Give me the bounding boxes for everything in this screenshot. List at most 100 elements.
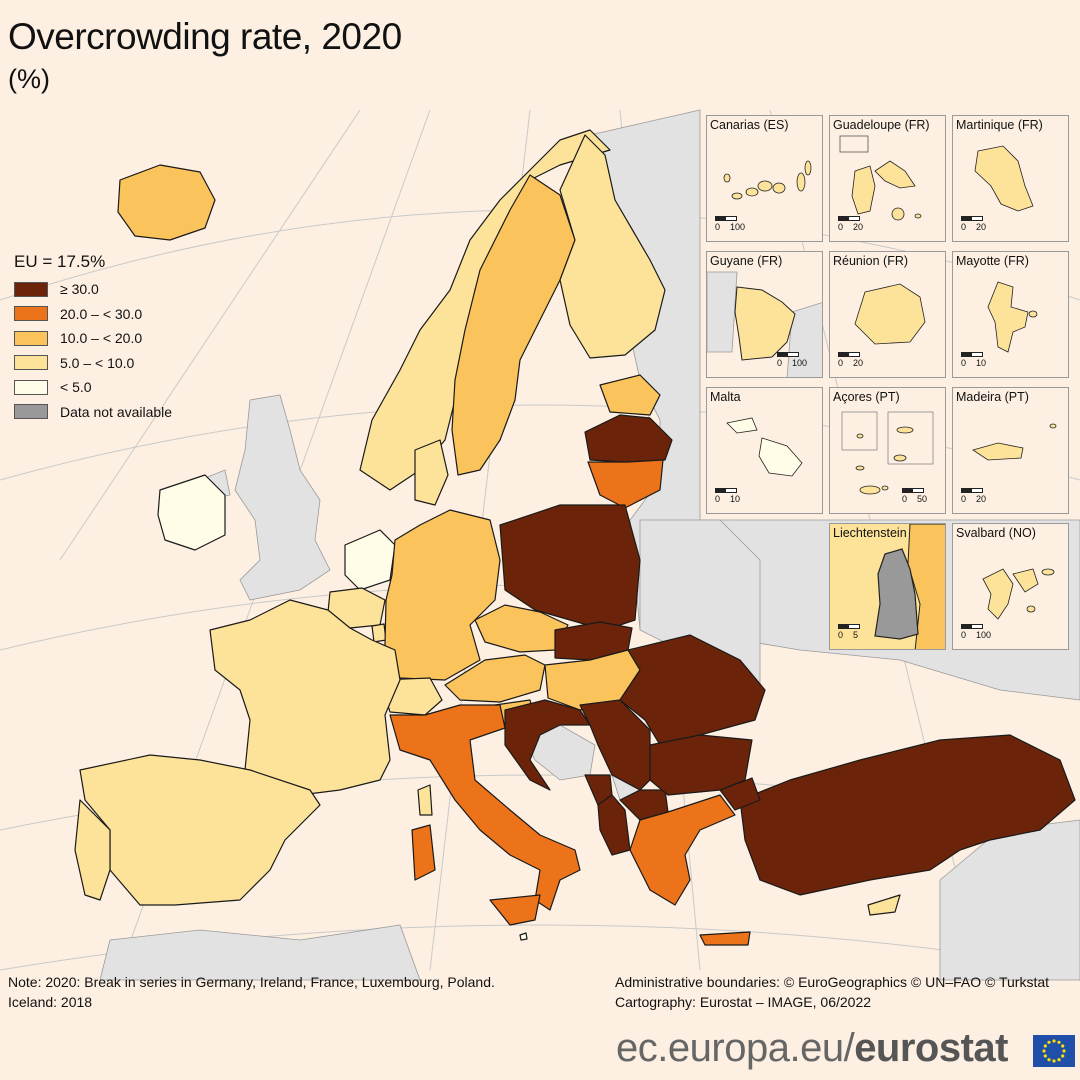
region-iceland xyxy=(117,164,216,241)
region-sweden xyxy=(451,174,576,476)
legend-label: ≥ 30.0 xyxy=(60,281,99,298)
region-turkey-thrace xyxy=(719,777,761,811)
region-cyprus xyxy=(867,894,901,916)
scale-bar: 0 20 xyxy=(838,352,863,368)
region-turkey xyxy=(739,734,1076,896)
region-portugal xyxy=(74,799,111,901)
region-norway xyxy=(359,129,611,491)
note-line: Iceland: 2018 xyxy=(8,994,93,1010)
inset-map xyxy=(707,271,822,377)
inset-map xyxy=(972,423,1057,461)
countries xyxy=(74,129,1076,946)
eu-flag-icon xyxy=(1033,1035,1075,1067)
region-italy xyxy=(389,704,581,911)
scale-bar: 0 20 xyxy=(961,216,986,232)
inset-map xyxy=(841,411,934,495)
region-estonia xyxy=(599,374,661,416)
region-sicily xyxy=(489,894,541,926)
legend-swatch xyxy=(14,330,48,346)
inset-label: Açores (PT) xyxy=(833,390,900,404)
legend-label: Data not available xyxy=(60,403,173,420)
inset-map xyxy=(830,524,945,649)
legend-label: 20.0 – < 30.0 xyxy=(60,305,143,322)
scale-bar: 0 50 xyxy=(902,488,927,504)
inset-map xyxy=(854,283,926,345)
inset-label: Svalbard (NO) xyxy=(956,526,1036,540)
brand-domain: ec.europa.eu/ xyxy=(616,1026,855,1070)
inset-label: Malta xyxy=(710,390,741,404)
inset-svalbard: Svalbard (NO) 0 100 xyxy=(952,523,1069,650)
inset-map xyxy=(982,568,1055,620)
inset-guadeloupe: Guadeloupe (FR) 0 20 xyxy=(829,115,946,242)
note-line: Note: 2020: Break in series in Germany, … xyxy=(8,974,495,990)
scale-bar: 0 20 xyxy=(961,488,986,504)
inset-madeira: Madeira (PT) 0 20 xyxy=(952,387,1069,514)
legend-item: Data not available xyxy=(14,400,172,425)
inset-malta: Malta 0 10 xyxy=(706,387,823,514)
region-north-macedonia xyxy=(619,789,669,821)
legend-swatch xyxy=(14,306,48,322)
inset-reunion: Réunion (FR) 0 20 xyxy=(829,251,946,378)
scale-bar: 0 5 xyxy=(838,624,860,640)
north-africa-region xyxy=(99,924,421,981)
region-corsica xyxy=(417,784,433,816)
inset-map xyxy=(839,135,922,221)
region-netherlands xyxy=(344,529,396,591)
legend-swatch xyxy=(14,355,48,371)
region-crete xyxy=(699,931,751,946)
region-greece xyxy=(629,794,736,906)
inset-mayotte: Mayotte (FR) 0 10 xyxy=(952,251,1069,378)
legend-title: EU = 17.5% xyxy=(14,252,106,271)
scale-bar: 0 100 xyxy=(715,216,745,232)
credits: Administrative boundaries: © EuroGeograp… xyxy=(615,972,1049,1012)
region-france xyxy=(209,599,401,796)
region-finland xyxy=(559,134,666,359)
inset-map xyxy=(987,281,1038,353)
region-croatia xyxy=(504,699,591,791)
map-title: Overcrowding rate, 2020 xyxy=(8,16,402,57)
inset-map xyxy=(723,160,812,200)
legend-item: 20.0 – < 30.0 xyxy=(14,302,172,327)
legend-label: < 5.0 xyxy=(60,379,92,396)
legend-label: 5.0 – < 10.0 xyxy=(60,354,135,371)
scale-bar: 0 10 xyxy=(715,488,740,504)
region-poland xyxy=(499,504,641,631)
legend-item: 10.0 – < 20.0 xyxy=(14,326,172,351)
region-ireland xyxy=(157,474,226,551)
credits-line: Administrative boundaries: © EuroGeograp… xyxy=(615,974,1050,990)
legend-item: 5.0 – < 10.0 xyxy=(14,351,172,376)
region-latvia xyxy=(584,414,673,463)
inset-label: Guadeloupe (FR) xyxy=(833,118,930,132)
legend: EU = 17.5% ≥ 30.0 20.0 – < 30.0 10.0 – <… xyxy=(14,252,172,424)
inset-acores: Açores (PT) 0 50 xyxy=(829,387,946,514)
scale-bar: 0 10 xyxy=(961,352,986,368)
region-lithuania xyxy=(587,459,664,509)
scale-bar: 0 20 xyxy=(838,216,863,232)
inset-canarias: Canarias (ES) 0 100 xyxy=(706,115,823,242)
eurostat-brand[interactable]: ec.europa.eu/eurostat xyxy=(616,1028,1008,1068)
inset-guyane: Guyane (FR) 0 100 xyxy=(706,251,823,378)
scale-bar: 0 100 xyxy=(961,624,991,640)
legend-swatch xyxy=(14,379,48,395)
inset-label: Liechtenstein xyxy=(833,526,907,540)
inset-label: Canarias (ES) xyxy=(710,118,789,132)
inset-label: Martinique (FR) xyxy=(956,118,1043,132)
footnote: Note: 2020: Break in series in Germany, … xyxy=(8,972,495,1012)
brand-name: eurostat xyxy=(854,1026,1008,1070)
region-luxembourg xyxy=(371,623,387,643)
legend-swatch xyxy=(14,281,48,297)
inset-label: Réunion (FR) xyxy=(833,254,909,268)
inset-map xyxy=(974,145,1034,212)
inset-label: Mayotte (FR) xyxy=(956,254,1029,268)
region-sardinia xyxy=(411,824,436,881)
legend-label: 10.0 – < 20.0 xyxy=(60,330,143,347)
great-britain-region xyxy=(234,394,331,601)
inset-label: Guyane (FR) xyxy=(710,254,783,268)
credits-line: Cartography: Eurostat – IMAGE, 06/2022 xyxy=(615,994,872,1010)
legend-item: < 5.0 xyxy=(14,375,172,400)
map-subtitle: (%) xyxy=(8,64,50,94)
legend-swatch xyxy=(14,404,48,420)
region-denmark xyxy=(414,439,449,506)
inset-label: Madeira (PT) xyxy=(956,390,1029,404)
